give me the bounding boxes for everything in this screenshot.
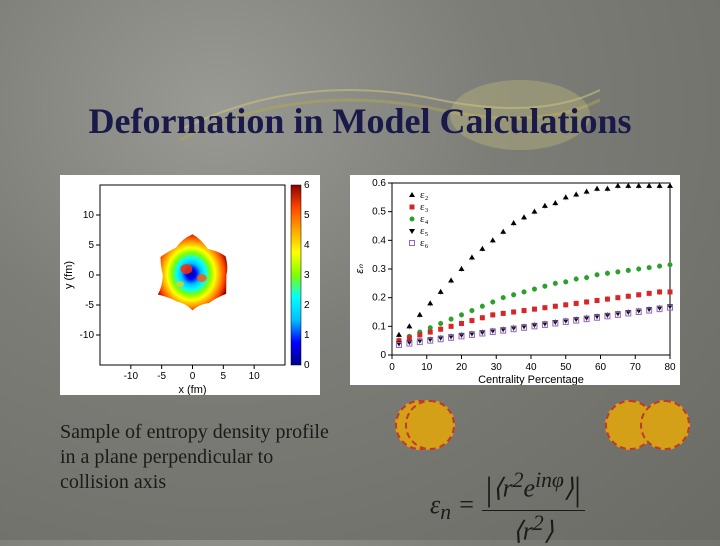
svg-text:εₙ: εₙ: [354, 264, 366, 274]
svg-text:0.3: 0.3: [372, 264, 386, 275]
svg-text:-5: -5: [85, 300, 94, 311]
svg-text:20: 20: [456, 362, 468, 373]
svg-text:80: 80: [664, 362, 676, 373]
svg-text:0.2: 0.2: [372, 293, 386, 304]
svg-text:ε₂: ε₂: [420, 189, 429, 201]
formula-lhs: εn =: [430, 490, 475, 519]
svg-text:5: 5: [88, 240, 94, 251]
svg-text:ε₅: ε₅: [420, 225, 429, 237]
svg-text:0.5: 0.5: [372, 207, 386, 218]
svg-text:x (fm): x (fm): [178, 384, 206, 395]
svg-text:1: 1: [304, 330, 310, 341]
svg-text:5: 5: [304, 210, 310, 221]
svg-text:0: 0: [304, 360, 310, 371]
svg-text:0.1: 0.1: [372, 321, 386, 332]
svg-text:y (fm): y (fm): [63, 261, 75, 289]
svg-text:10: 10: [421, 362, 433, 373]
svg-text:0: 0: [389, 362, 395, 373]
svg-text:0.4: 0.4: [372, 235, 386, 246]
svg-text:70: 70: [630, 362, 642, 373]
slide-title: Deformation in Model Calculations: [30, 100, 690, 142]
svg-text:10: 10: [249, 371, 261, 382]
svg-text:0.6: 0.6: [372, 178, 386, 189]
svg-text:ε₄: ε₄: [420, 213, 429, 225]
svg-text:4: 4: [304, 240, 310, 251]
svg-text:40: 40: [525, 362, 537, 373]
svg-text:30: 30: [491, 362, 503, 373]
entropy-heatmap-panel: -10 -5 0 5 10 -10 -5 0 5 10 x (fm) y (fm) 0 1 2 3 4 5 6: [60, 175, 320, 395]
eccentricity-formula: εn = |⟨r2einφ⟩| ⟨r2⟩: [430, 468, 585, 546]
svg-text:-10: -10: [80, 330, 95, 341]
svg-text:ε₃: ε₃: [420, 201, 429, 213]
svg-text:0: 0: [88, 270, 94, 281]
svg-text:60: 60: [595, 362, 607, 373]
svg-text:-5: -5: [157, 371, 166, 382]
heatmap-caption: Sample of entropy density profile in a p…: [60, 420, 330, 495]
svg-text:3: 3: [304, 270, 310, 281]
svg-text:Centrality Percentage: Centrality Percentage: [478, 374, 584, 385]
svg-text:10: 10: [83, 210, 95, 221]
svg-text:5: 5: [221, 371, 227, 382]
svg-text:2: 2: [304, 300, 310, 311]
eccentricity-chart-panel: 0 10 20 30 40 50 60 70 80 0 0.1 0.2 0.3 0.4 0.5 0.6 Cent…: [350, 175, 680, 385]
svg-text:-10: -10: [124, 371, 139, 382]
svg-text:ε₆: ε₆: [420, 237, 429, 249]
svg-text:50: 50: [560, 362, 572, 373]
svg-text:0: 0: [380, 350, 386, 361]
svg-text:0: 0: [190, 371, 196, 382]
svg-text:6: 6: [304, 180, 310, 191]
